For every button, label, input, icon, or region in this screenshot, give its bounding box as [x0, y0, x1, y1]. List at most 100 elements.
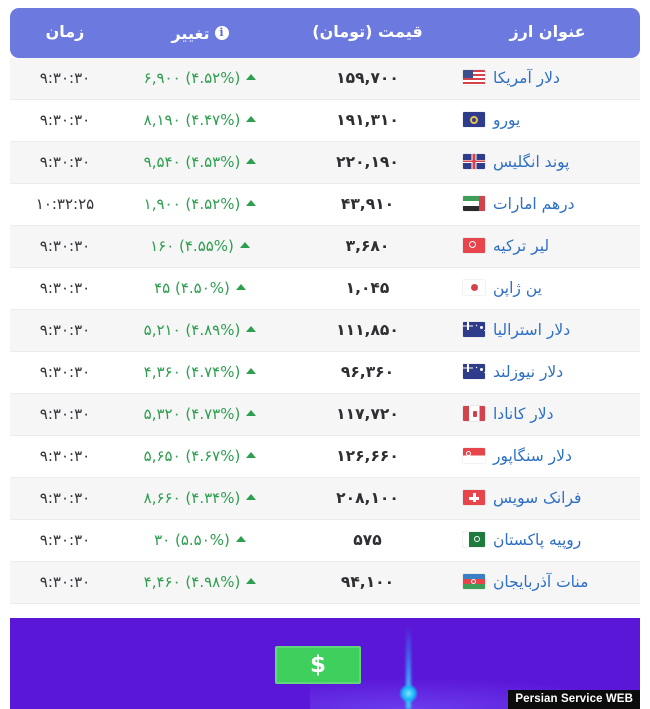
change-cell: ۶,۹۰۰ (۴.۵۲%)	[120, 58, 280, 100]
promo-banner[interactable]: $ Persian Service WEB	[10, 618, 640, 709]
currency-name-link[interactable]: دلار نیوزلند	[493, 362, 564, 381]
change-cell: ۸,۶۶۰ (۴.۳۴%)	[120, 477, 280, 519]
flag-icon-european-union	[463, 112, 485, 127]
light-beam-graphic	[406, 626, 411, 709]
currency-name-link[interactable]: لیر ترکیه	[493, 236, 550, 255]
table-row[interactable]: دلار نیوزلند ۹۶,۳۶۰ ۴,۳۶۰ (۴.۷۴%) ۹:۳۰:۳۰	[10, 351, 640, 393]
currency-name-link[interactable]: فرانک سویس	[493, 488, 582, 507]
flag-icon-australia	[463, 322, 485, 337]
change-cell: ۵,۳۲۰ (۴.۷۳%)	[120, 393, 280, 435]
table-row[interactable]: دلار سنگاپور ۱۲۶,۶۶۰ ۵,۶۵۰ (۴.۶۷%) ۹:۳۰:۳۰	[10, 435, 640, 477]
currency-name-link[interactable]: ین ژاپن	[493, 278, 542, 297]
table-row[interactable]: دلار کانادا ۱۱۷,۷۲۰ ۵,۳۲۰ (۴.۷۳%) ۹:۳۰:۳۰	[10, 393, 640, 435]
time-cell: ۹:۳۰:۳۰	[39, 152, 91, 171]
currency-name-link[interactable]: درهم امارات	[493, 194, 575, 213]
flag-icon-canada	[463, 406, 485, 421]
currency-name-link[interactable]: دلار سنگاپور	[493, 446, 572, 465]
currency-name-cell: دلار سنگاپور	[455, 435, 640, 477]
price-cell: ۱۹۱,۳۱۰	[336, 110, 399, 129]
watermark-label: Persian Service WEB	[508, 690, 640, 709]
currency-name-cell: ین ژاپن	[455, 267, 640, 309]
change-value: ۴,۳۶۰ (۴.۷۴%)	[143, 362, 241, 381]
currency-name-link[interactable]: روپیه پاکستان	[493, 530, 582, 549]
arrow-up-icon	[235, 284, 246, 290]
currency-name-link[interactable]: یورو	[493, 110, 521, 129]
change-cell: ۴,۴۶۰ (۴.۹۸%)	[120, 561, 280, 603]
column-header-price-label: قیمت (تومان)	[312, 22, 423, 42]
arrow-up-icon	[246, 368, 257, 374]
time-cell: ۹:۳۰:۳۰	[39, 320, 91, 339]
price-cell: ۳,۶۸۰	[345, 236, 390, 255]
currency-name-cell: یورو	[455, 99, 640, 141]
time-cell: ۹:۳۰:۳۰	[39, 236, 91, 255]
currency-name-link[interactable]: پوند انگلیس	[493, 152, 570, 171]
dollar-sign-glyph: $	[310, 652, 327, 678]
change-cell: ۸,۱۹۰ (۴.۴۷%)	[120, 99, 280, 141]
change-value: ۱۶۰ (۴.۵۵%)	[150, 236, 234, 255]
arrow-up-icon	[246, 494, 257, 500]
flag-icon-pakistan	[463, 532, 485, 547]
column-header-time-label: زمان	[45, 22, 85, 42]
price-cell: ۵۷۵	[353, 530, 382, 549]
change-value: ۱,۹۰۰ (۴.۵۲%)	[143, 194, 241, 213]
table-row[interactable]: فرانک سویس ۲۰۸,۱۰۰ ۸,۶۶۰ (۴.۳۴%) ۹:۳۰:۳۰	[10, 477, 640, 519]
currency-name-link[interactable]: دلار آمریکا	[493, 68, 560, 87]
change-value: ۳۰ (۵.۵۰%)	[154, 530, 230, 549]
price-cell: ۹۴,۱۰۰	[340, 572, 395, 591]
time-cell: ۹:۳۰:۳۰	[39, 110, 91, 129]
flag-icon-switzerland	[463, 490, 485, 505]
table-row[interactable]: ین ژاپن ۱,۰۴۵ ۴۵ (۴.۵۰%) ۹:۳۰:۳۰	[10, 267, 640, 309]
flag-icon-new-zealand	[463, 364, 485, 379]
column-header-price[interactable]: قیمت (تومان)	[280, 8, 455, 58]
column-header-currency-label: عنوان ارز	[509, 22, 586, 42]
flag-icon-turkey	[463, 238, 485, 253]
column-header-change[interactable]: i تغییر	[120, 8, 280, 58]
flag-icon-japan	[463, 280, 485, 295]
table-row[interactable]: دلار آمریکا ۱۵۹,۷۰۰ ۶,۹۰۰ (۴.۵۲%) ۹:۳۰:۳۰	[10, 57, 640, 100]
info-icon[interactable]: i	[214, 26, 229, 40]
column-header-time[interactable]: زمان	[10, 8, 120, 58]
currency-name-link[interactable]: منات آذربایجان	[493, 572, 589, 591]
change-cell: ۵,۶۵۰ (۴.۶۷%)	[120, 435, 280, 477]
arrow-up-icon	[246, 452, 257, 458]
flag-icon-united-arab-emirates	[463, 196, 485, 211]
currency-name-cell: دلار آمریکا	[455, 58, 640, 100]
change-cell: ۱۶۰ (۴.۵۵%)	[120, 225, 280, 267]
currency-name-cell: فرانک سویس	[455, 477, 640, 519]
change-value: ۵,۳۲۰ (۴.۷۳%)	[143, 404, 241, 423]
change-value: ۶,۹۰۰ (۴.۵۲%)	[143, 68, 241, 87]
currency-name-link[interactable]: دلار کانادا	[493, 404, 554, 423]
dollar-bill-icon: $	[275, 646, 361, 684]
currency-name-cell: پوند انگلیس	[455, 141, 640, 183]
change-cell: ۳۰ (۵.۵۰%)	[120, 519, 280, 561]
table-row[interactable]: دلار استرالیا ۱۱۱,۸۵۰ ۵,۲۱۰ (۴.۸۹%) ۹:۳۰:۳۰	[10, 309, 640, 351]
price-cell: ۱۱۷,۷۲۰	[336, 404, 399, 423]
currency-name-cell: دلار نیوزلند	[455, 351, 640, 393]
currency-name-cell: دلار استرالیا	[455, 309, 640, 351]
table-row[interactable]: پوند انگلیس ۲۲۰,۱۹۰ ۹,۵۴۰ (۴.۵۳%) ۹:۳۰:۳۰	[10, 141, 640, 183]
table-row[interactable]: منات آذربایجان ۹۴,۱۰۰ ۴,۴۶۰ (۴.۹۸%) ۹:۳۰:۳۰	[10, 561, 640, 603]
price-cell: ۱۲۶,۶۶۰	[336, 446, 399, 465]
table-row[interactable]: یورو ۱۹۱,۳۱۰ ۸,۱۹۰ (۴.۴۷%) ۹:۳۰:۳۰	[10, 99, 640, 141]
time-cell: ۹:۳۰:۳۰	[39, 572, 91, 591]
currency-name-link[interactable]: دلار استرالیا	[493, 320, 571, 339]
arrow-up-icon	[246, 410, 257, 416]
price-cell: ۲۰۸,۱۰۰	[336, 488, 399, 507]
time-cell: ۹:۳۰:۳۰	[39, 68, 91, 87]
change-cell: ۵,۲۱۰ (۴.۸۹%)	[120, 309, 280, 351]
currency-name-cell: درهم امارات	[455, 183, 640, 225]
change-value: ۸,۶۶۰ (۴.۳۴%)	[143, 488, 241, 507]
arrow-up-icon	[239, 242, 250, 248]
price-cell: ۴۳,۹۱۰	[340, 194, 395, 213]
table-row[interactable]: درهم امارات ۴۳,۹۱۰ ۱,۹۰۰ (۴.۵۲%) ۱۰:۳۲:۲۵	[10, 183, 640, 225]
arrow-up-icon	[235, 536, 246, 542]
change-value: ۹,۵۴۰ (۴.۵۳%)	[143, 152, 241, 171]
time-cell: ۹:۳۰:۳۰	[39, 404, 91, 423]
change-cell: ۴,۳۶۰ (۴.۷۴%)	[120, 351, 280, 393]
table-body: دلار آمریکا ۱۵۹,۷۰۰ ۶,۹۰۰ (۴.۵۲%) ۹:۳۰:۳۰ یو…	[10, 57, 640, 603]
currency-name-cell: منات آذربایجان	[455, 561, 640, 603]
table-row[interactable]: روپیه پاکستان ۵۷۵ ۳۰ (۵.۵۰%) ۹:۳۰:۳۰	[10, 519, 640, 561]
table-row[interactable]: لیر ترکیه ۳,۶۸۰ ۱۶۰ (۴.۵۵%) ۹:۳۰:۳۰	[10, 225, 640, 267]
time-cell: ۱۰:۳۲:۲۵	[35, 194, 95, 213]
column-header-currency[interactable]: عنوان ارز	[455, 8, 640, 58]
